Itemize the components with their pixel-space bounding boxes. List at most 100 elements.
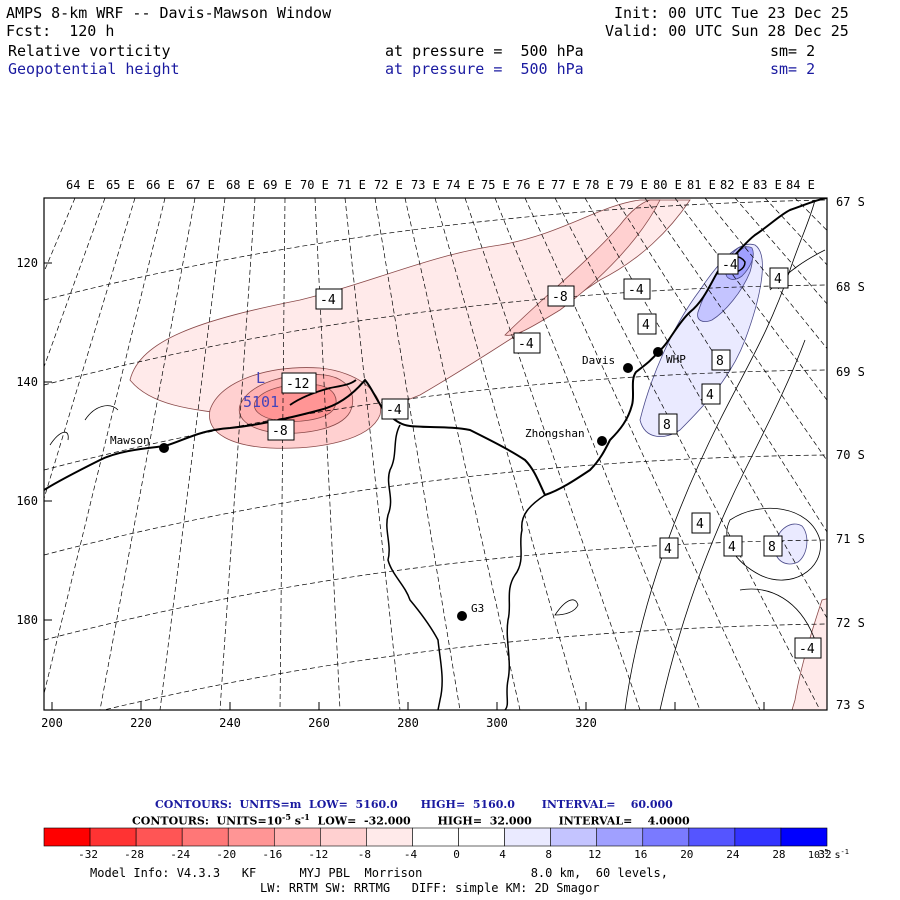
- colorbar-tick: 24: [726, 848, 740, 861]
- contour-label: -8: [267, 419, 295, 441]
- contour-label: 8: [724, 254, 746, 274]
- colorbar-box: [320, 827, 367, 847]
- forecast-hour: Fcst: 120 h: [6, 22, 115, 40]
- lat-label: 72 S: [836, 616, 865, 630]
- contour-label: -4: [717, 253, 739, 275]
- contour-label: 8: [763, 535, 783, 557]
- svg-text:4: 4: [696, 517, 704, 532]
- colorbar-boxes: [43, 827, 828, 847]
- forecast-map: 64 E 65 E 66 E 67 E 68 E 69 E 70 E 71 E …: [16, 178, 865, 730]
- lon-label: 78 E: [585, 178, 614, 192]
- station-marker-mawson: [159, 443, 169, 453]
- x-tick: 320: [575, 716, 597, 730]
- lon-label: 66 E: [146, 178, 175, 192]
- colorbar-tick: 32: [818, 848, 831, 861]
- colorbar-box: [89, 827, 137, 847]
- lat-label: 68 S: [836, 280, 865, 294]
- lon-label: 80 E: [653, 178, 682, 192]
- colorbar-box: [780, 827, 828, 847]
- contour-labels: -4 -8 -4 -4 -12 -8 -4 -4 4 4 8 4 8 4 4 4…: [267, 253, 822, 659]
- contour-label: -4: [513, 332, 541, 354]
- colorbar-tick: 8: [545, 848, 552, 861]
- svg-text:4: 4: [664, 542, 672, 557]
- colorbar-box: [550, 827, 598, 847]
- station-label-g3: G3: [471, 602, 484, 615]
- lon-label: 82 E: [720, 178, 749, 192]
- svg-text:4: 4: [728, 540, 736, 555]
- colorbar-box: [642, 827, 690, 847]
- colorbar-box: [734, 827, 782, 847]
- colorbar-tick: 4: [499, 848, 506, 861]
- lat-label: 69 S: [836, 365, 865, 379]
- contours-vorticity-units: CONTOURS: UNITS=10: [132, 814, 283, 828]
- x-tick: 280: [397, 716, 419, 730]
- lon-label: 84 E: [786, 178, 815, 192]
- svg-text:4: 4: [642, 318, 650, 333]
- station-marker-whp: [653, 347, 663, 357]
- colorbar: -32 -28 -24 -20 -16 -12 -8 -4 0 4 8 12 16 20 24 28 32 10…: [43, 827, 849, 861]
- svg-text:-4: -4: [518, 337, 534, 352]
- lon-label: 65 E: [106, 178, 135, 192]
- field2-name: Geopotential height: [8, 60, 180, 78]
- station-label-mawson: Mawson: [110, 434, 150, 447]
- x-tick: 200: [41, 716, 63, 730]
- station-marker-davis: [623, 363, 633, 373]
- lon-label: 69 E: [263, 178, 292, 192]
- y-tick: 140: [16, 375, 38, 389]
- contour-line: [554, 599, 579, 616]
- lon-label: 64 E: [66, 178, 95, 192]
- contours-vorticity-exp2: -1: [300, 812, 310, 822]
- contours-vorticity-info: CONTOURS: UNITS=10-5 s-1 LOW= -32.000 HI…: [132, 812, 690, 828]
- contour-label: 8: [711, 349, 731, 371]
- colorbar-box: [181, 827, 229, 847]
- lon-label: 83 E: [753, 178, 782, 192]
- y-tick: 180: [16, 613, 38, 627]
- contours-vorticity-exp: -5: [282, 812, 291, 822]
- lon-label: 77 E: [551, 178, 580, 192]
- low-value: 5101: [243, 393, 279, 411]
- colorbar-tick: 0: [453, 848, 460, 861]
- contour-label: 4: [769, 267, 789, 289]
- svg-text:-8: -8: [272, 424, 288, 439]
- colorbar-box: [412, 827, 459, 847]
- contour-label: 4: [691, 512, 711, 534]
- x-tick: 260: [308, 716, 330, 730]
- contour-label: -12: [281, 372, 317, 394]
- lon-label: 68 E: [226, 178, 255, 192]
- map-frame: [43, 197, 828, 711]
- valid-time: Valid: 00 UTC Sun 28 Dec 25: [605, 22, 849, 40]
- svg-text:-4: -4: [799, 642, 815, 657]
- svg-text:8: 8: [663, 418, 671, 433]
- colorbar-tick: -24: [170, 848, 190, 861]
- lat-label: 71 S: [836, 532, 865, 546]
- colorbar-box: [227, 827, 275, 847]
- colorbar-tick: -28: [124, 848, 144, 861]
- lon-label: 75 E: [481, 178, 510, 192]
- colorbar-unit: 10-5 s-1: [808, 848, 849, 861]
- x-tick: 220: [130, 716, 152, 730]
- colorbar-box: [596, 827, 644, 847]
- ice-shelf-boundary: [386, 424, 443, 710]
- station-marker-g3: [457, 611, 467, 621]
- contour-label: -4: [623, 278, 651, 300]
- x-tick-labels: 200 220 240 260 280 300 320: [41, 716, 597, 730]
- colorbar-box: [273, 827, 321, 847]
- lon-label: 67 E: [186, 178, 215, 192]
- contour-line: [739, 588, 816, 641]
- field1-smooth: sm= 2: [770, 42, 816, 60]
- svg-text:-4: -4: [386, 403, 402, 418]
- coastline: [44, 198, 827, 497]
- colorbar-box: [135, 827, 183, 847]
- svg-text:-4: -4: [722, 258, 738, 273]
- y-tick: 120: [16, 256, 38, 270]
- model-info: Model Info: V4.3.3 KF MYJ PBL Morrison 8…: [90, 866, 668, 880]
- svg-text:8: 8: [716, 354, 724, 369]
- contour-label: 4: [701, 383, 721, 405]
- colorbar-tick: 12: [588, 848, 601, 861]
- lon-label: 71 E: [337, 178, 366, 192]
- vorticity-shade-pos-small: [774, 523, 808, 565]
- contour-line: [659, 339, 806, 710]
- contour-label: -8: [547, 285, 575, 307]
- colorbar-tick-labels: -32 -28 -24 -20 -16 -12 -8 -4 0 4 8 12 16 20 24 28 32: [78, 848, 832, 861]
- lat-label: 70 S: [836, 448, 865, 462]
